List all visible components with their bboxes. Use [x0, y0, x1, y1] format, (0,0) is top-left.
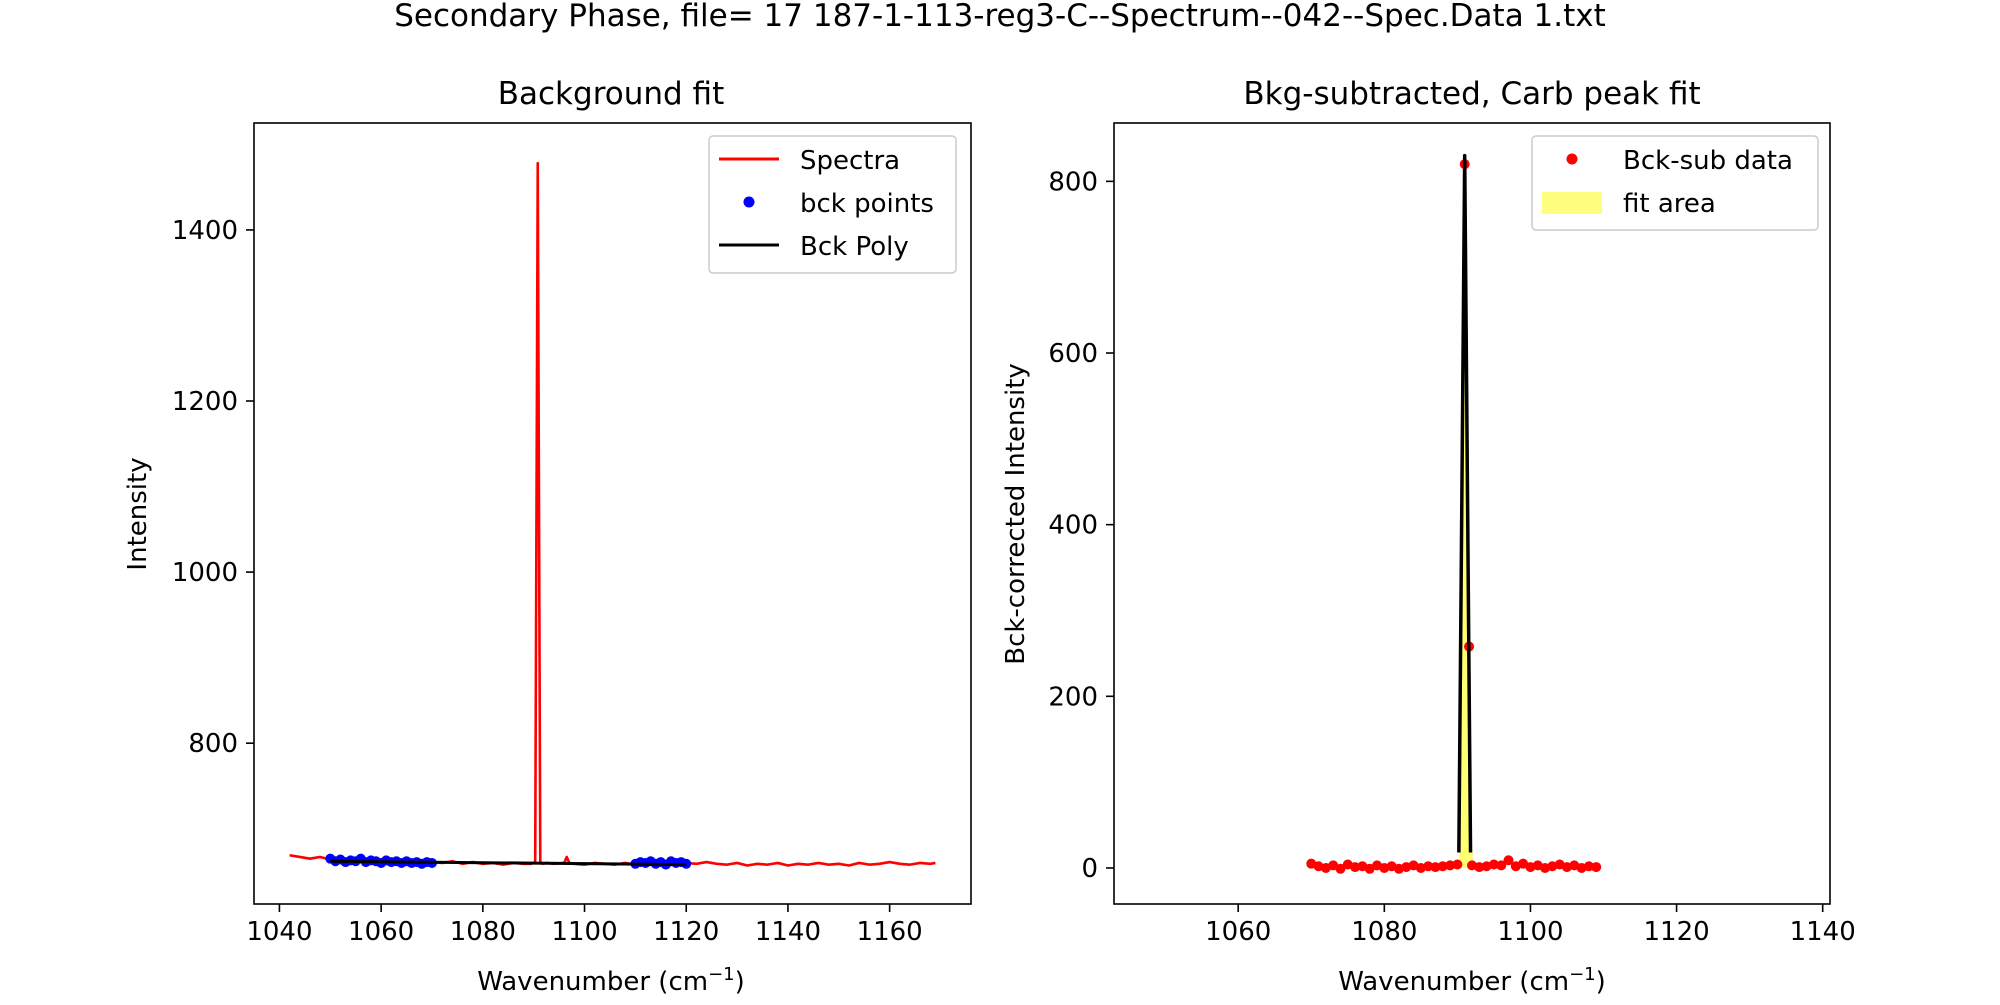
carb-peak-fit-title: Bkg-subtracted, Carb peak fit [1243, 76, 1700, 112]
background-fit-plot-area [289, 161, 936, 870]
background-fit-x-tick-label: 1160 [857, 917, 923, 947]
carb-peak-fit-y-tick-label: 600 [1048, 339, 1098, 369]
legend-spectra-label: Spectra [800, 146, 900, 176]
fit-area-fill [1458, 155, 1473, 868]
carb-peak-fit-y-tick-label: 200 [1048, 682, 1098, 712]
bck-sub-data-point [1591, 862, 1602, 873]
legend-bck-poly-label: Bck Poly [800, 232, 909, 262]
legend-bck-points-dot-icon [743, 196, 755, 208]
bck-sub-data-point [1583, 861, 1594, 872]
bck-sub-data-point [1350, 862, 1361, 873]
carb-peak-fit-plot-area [1306, 153, 1602, 874]
background-fit-x-tick-label: 1080 [450, 917, 516, 947]
carb-peak-fit-y-tick-label: 400 [1048, 511, 1098, 541]
background-fit-y-tick-label: 1000 [172, 558, 238, 588]
background-fit-y-tick-label: 1400 [172, 216, 238, 246]
background-fit-x-tick-label: 1120 [653, 917, 719, 947]
legend-fit-area-label: fit area [1623, 189, 1716, 219]
bck-sub-data-point [1445, 860, 1456, 871]
background-fit-legend: Spectra bck points Bck Poly [708, 135, 957, 274]
carb-peak-fit-legend: Bck-sub data fit area [1531, 135, 1819, 231]
carb-peak-fit-x-axis-label: Wavenumber (cm−1) [1338, 964, 1606, 998]
bck-sub-data-point [1488, 859, 1499, 870]
bck-sub-data-point [1423, 861, 1434, 872]
carb-peak-fit-x-tick-label: 1060 [1205, 917, 1271, 947]
bck-sub-data-point [1474, 862, 1485, 873]
background-fit-y-tick-label: 800 [188, 729, 238, 759]
background-fit-x-tick-label: 1140 [755, 917, 821, 947]
background-fit-y-ticks: 800 1000 1200 1400 [172, 216, 254, 759]
bck-sub-data-point [1430, 862, 1441, 873]
background-fit-title: Background fit [498, 76, 724, 112]
peak-fit-curve-line [1457, 153, 1473, 853]
carb-peak-fit-axes-frame [1113, 122, 1831, 905]
background-fit-axes-frame [253, 122, 972, 905]
background-fit-y-axis-label: Intensity [123, 457, 153, 570]
carb-peak-fit-legend-box [1531, 135, 1819, 231]
background-fit-x-tick-label: 1040 [246, 917, 312, 947]
background-fit-x-tick-label: 1100 [551, 917, 617, 947]
figure-suptitle: Secondary Phase, file= 17 187-1-113-reg3… [394, 0, 1606, 34]
bck-poly-series-line [330, 859, 687, 867]
background-fit-x-axis-label: Wavenumber (cm−1) [477, 964, 745, 998]
bck-sub-data-point [1496, 860, 1507, 871]
carb-peak-fit-x-ticks: 1060 1080 1100 1120 1140 [1205, 904, 1856, 947]
background-fit-x-ticks: 1040 1060 1080 1100 1120 1140 1160 [246, 904, 923, 947]
legend-fit-area-swatch-icon [1542, 192, 1602, 214]
carb-peak-fit-x-tick-label: 1140 [1790, 917, 1856, 947]
carb-peak-fit-x-tick-label: 1120 [1643, 917, 1709, 947]
legend-bck-sub-data-dot-icon [1566, 153, 1578, 165]
carb-peak-fit-y-axis-label: Bck-corrected Intensity [1001, 363, 1031, 665]
legend-bck-sub-data-label: Bck-sub data [1623, 146, 1793, 176]
background-fit-panel: Background fit 1040 1060 1080 1100 1120 1140 1… [123, 76, 972, 998]
legend-bck-points-label: bck points [800, 189, 934, 219]
background-fit-y-tick-label: 1200 [172, 387, 238, 417]
carb-peak-fit-x-tick-label: 1100 [1497, 917, 1563, 947]
carb-peak-fit-y-ticks: 0 200 400 600 800 [1048, 167, 1114, 884]
carb-peak-fit-y-tick-label: 0 [1081, 854, 1098, 884]
background-fit-legend-box [708, 135, 957, 274]
bck-sub-data-point [1503, 855, 1514, 866]
carb-peak-fit-panel: Bkg-subtracted, Carb peak fit 1060 1080 11… [1001, 76, 1856, 997]
background-fit-x-tick-label: 1060 [348, 917, 414, 947]
carb-peak-fit-x-tick-label: 1080 [1351, 917, 1417, 947]
bck-sub-data-point [1452, 859, 1463, 870]
carb-peak-fit-y-tick-label: 800 [1048, 167, 1098, 197]
bck-sub-data-point [1437, 861, 1448, 872]
bck-sub-data-point [1335, 863, 1346, 874]
